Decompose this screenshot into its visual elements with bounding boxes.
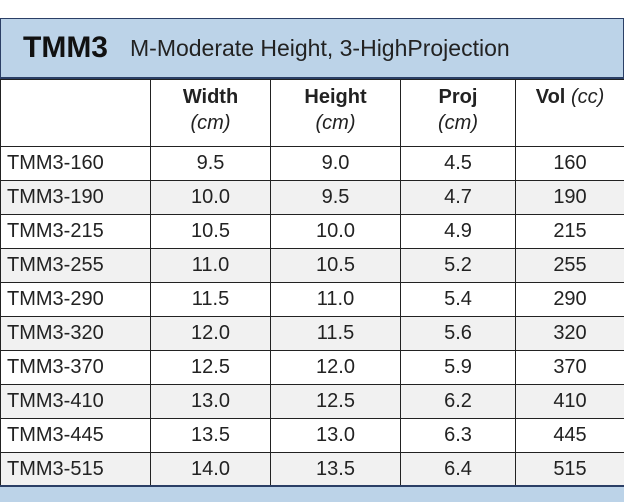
column-header: Height (cm) bbox=[271, 80, 401, 147]
model-cell: TMM3-255 bbox=[1, 249, 151, 283]
footer-band bbox=[0, 485, 624, 502]
model-cell: TMM3-160 bbox=[1, 147, 151, 181]
model-cell: TMM3-370 bbox=[1, 351, 151, 385]
value-cell: 11.5 bbox=[151, 283, 271, 317]
value-cell: 13.5 bbox=[271, 453, 401, 487]
value-cell: 13.0 bbox=[271, 419, 401, 453]
value-cell: 10.5 bbox=[271, 249, 401, 283]
value-cell: 255 bbox=[516, 249, 624, 283]
value-cell: 10.0 bbox=[151, 181, 271, 215]
value-cell: 5.4 bbox=[401, 283, 516, 317]
value-cell: 9.5 bbox=[151, 147, 271, 181]
value-cell: 5.2 bbox=[401, 249, 516, 283]
model-cell: TMM3-410 bbox=[1, 385, 151, 419]
value-cell: 190 bbox=[516, 181, 624, 215]
value-cell: 11.5 bbox=[271, 317, 401, 351]
value-cell: 6.4 bbox=[401, 453, 516, 487]
value-cell: 4.7 bbox=[401, 181, 516, 215]
corner-cell bbox=[1, 80, 151, 147]
column-name: Width bbox=[183, 86, 238, 108]
header-row: Width (cm) Height (cm) Proj (cm) Vol (cc) bbox=[1, 80, 624, 147]
value-cell: 5.9 bbox=[401, 351, 516, 385]
value-cell: 320 bbox=[516, 317, 624, 351]
column-header: Vol (cc) bbox=[516, 80, 624, 147]
value-cell: 9.5 bbox=[271, 181, 401, 215]
column-header: Width (cm) bbox=[151, 80, 271, 147]
value-cell: 14.0 bbox=[151, 453, 271, 487]
model-cell: TMM3-290 bbox=[1, 283, 151, 317]
column-name: Height bbox=[304, 86, 366, 108]
subtitle: M-Moderate Height, 3-HighProjection bbox=[130, 35, 510, 62]
value-cell: 11.0 bbox=[151, 249, 271, 283]
model-cell: TMM3-320 bbox=[1, 317, 151, 351]
value-cell: 11.0 bbox=[271, 283, 401, 317]
model-cell: TMM3-190 bbox=[1, 181, 151, 215]
value-cell: 6.3 bbox=[401, 419, 516, 453]
column-name: Proj bbox=[439, 86, 478, 108]
column-unit: (cc) bbox=[571, 86, 604, 108]
title: TMM3 bbox=[23, 31, 108, 65]
column-name: Vol bbox=[536, 86, 566, 108]
value-cell: 5.6 bbox=[401, 317, 516, 351]
value-cell: 12.0 bbox=[151, 317, 271, 351]
value-cell: 10.0 bbox=[271, 215, 401, 249]
value-cell: 12.5 bbox=[151, 351, 271, 385]
model-cell: TMM3-445 bbox=[1, 419, 151, 453]
value-cell: 410 bbox=[516, 385, 624, 419]
column-unit: (cm) bbox=[316, 112, 356, 134]
column-unit: (cm) bbox=[191, 112, 231, 134]
model-cell: TMM3-215 bbox=[1, 215, 151, 249]
value-cell: 370 bbox=[516, 351, 624, 385]
model-cell: TMM3-515 bbox=[1, 453, 151, 487]
header-band: TMM3 M-Moderate Height, 3-HighProjection bbox=[0, 18, 624, 79]
value-cell: 13.0 bbox=[151, 385, 271, 419]
column-header: Proj (cm) bbox=[401, 80, 516, 147]
column-unit: (cm) bbox=[438, 112, 478, 134]
value-cell: 10.5 bbox=[151, 215, 271, 249]
value-cell: 445 bbox=[516, 419, 624, 453]
value-cell: 515 bbox=[516, 453, 624, 487]
value-cell: 6.2 bbox=[401, 385, 516, 419]
value-cell: 9.0 bbox=[271, 147, 401, 181]
value-cell: 12.5 bbox=[271, 385, 401, 419]
value-cell: 160 bbox=[516, 147, 624, 181]
value-cell: 4.9 bbox=[401, 215, 516, 249]
value-cell: 12.0 bbox=[271, 351, 401, 385]
value-cell: 290 bbox=[516, 283, 624, 317]
value-cell: 13.5 bbox=[151, 419, 271, 453]
value-cell: 215 bbox=[516, 215, 624, 249]
value-cell: 4.5 bbox=[401, 147, 516, 181]
spec-table: Width (cm) Height (cm) Proj (cm) Vol (cc) TMM3… bbox=[0, 79, 624, 487]
